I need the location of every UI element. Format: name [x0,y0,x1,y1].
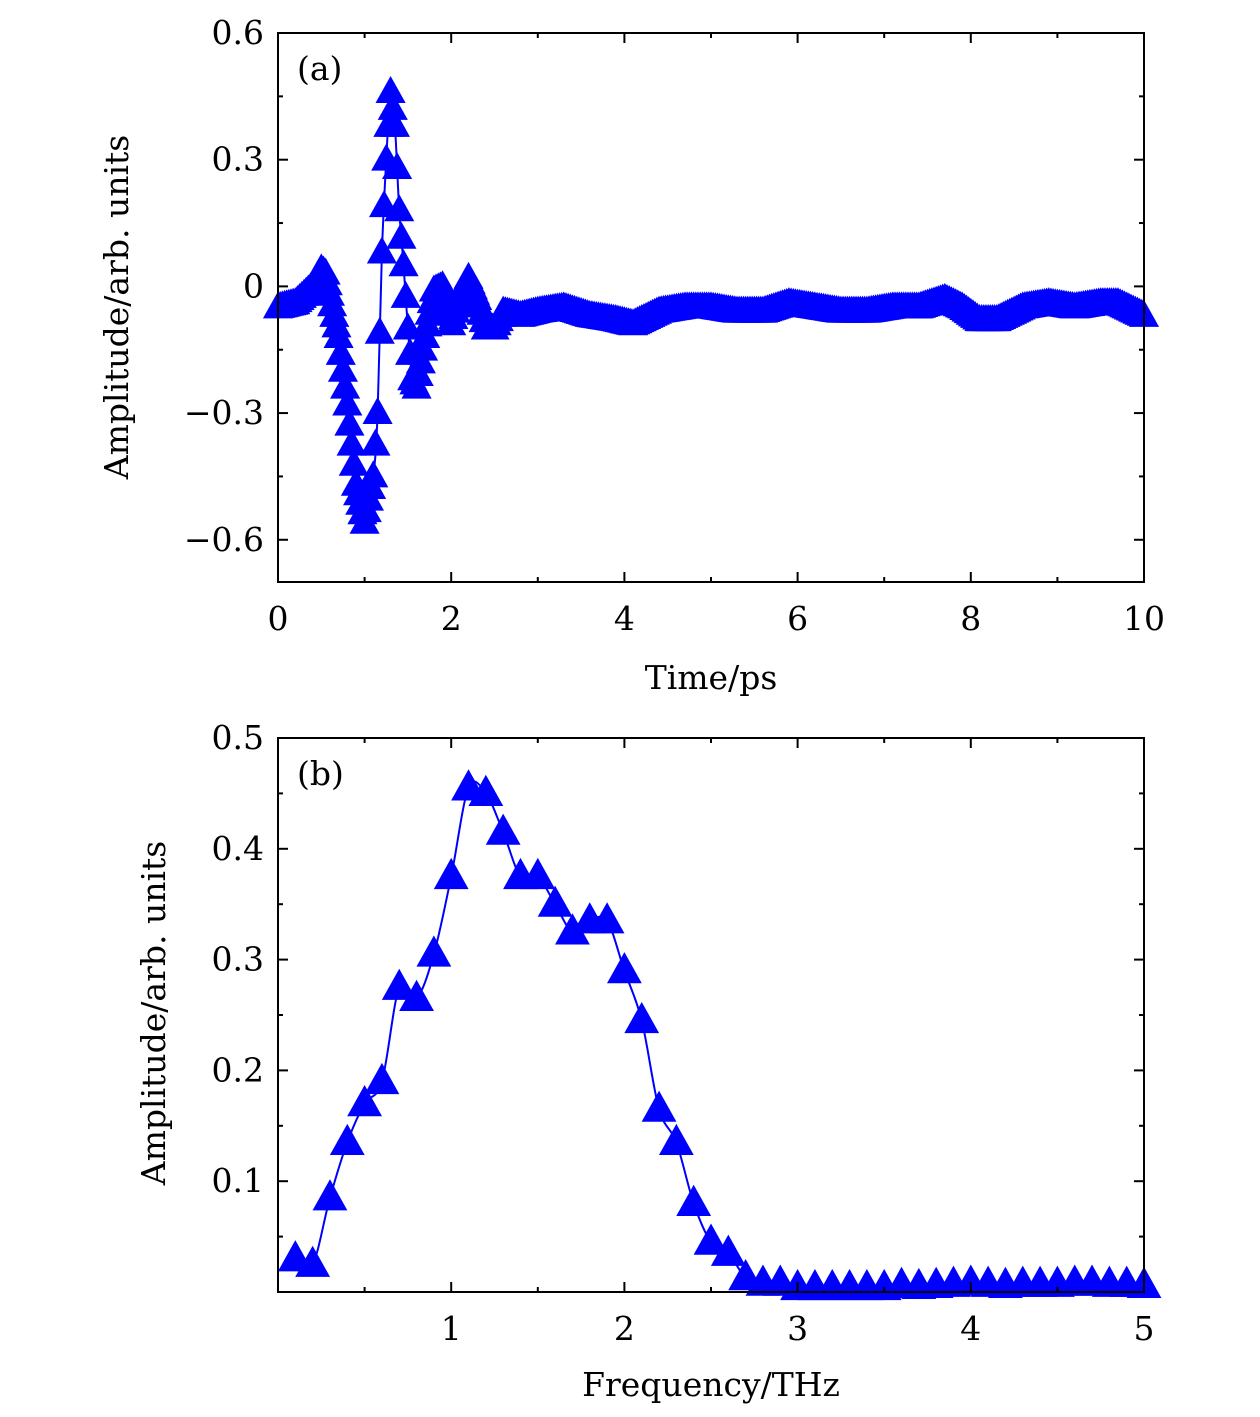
data-point-marker [416,935,452,967]
data-point-marker [399,979,434,1011]
y-tick-label: −0.3 [184,393,264,432]
data-point-marker [658,1123,694,1156]
panel-b: 1 2 3 4 5 0.1 0.2 0.3 0.4 0.5 (b) Frequency/THz A… [134,718,1162,1404]
data-point-marker [693,1223,729,1255]
data-point-marker [388,249,419,277]
data-point-marker [366,236,397,264]
data-point-marker [381,152,413,180]
data-point-marker [358,460,389,488]
data-point-marker [330,371,361,399]
panel-b-label: (b) [297,754,344,793]
data-point-marker [312,1179,348,1211]
data-point-marker [468,774,504,806]
data-point-marker [334,408,365,436]
data-point-marker [555,913,590,945]
x-tick-label: 4 [960,1309,981,1348]
data-point-marker [375,76,406,104]
data-point-marker [332,388,363,416]
data-point-marker [390,280,421,308]
y-tick-label: 0.4 [212,829,264,868]
series-line [294,780,1145,1289]
data-point-marker [710,1234,746,1266]
data-point-marker [386,221,417,249]
x-tick-label: 8 [960,599,981,638]
y-tick-label: 0 [243,266,264,305]
panel-a-label: (a) [297,49,342,88]
y-tick-label: −0.6 [184,520,264,559]
panel-a-y-axis-label: Amplitude/arb. units [97,135,136,480]
y-tick-label: 0.5 [212,718,264,757]
data-point-marker [589,902,625,934]
panel-a-x-axis-label: Time/ps [645,658,778,697]
x-tick-label: 1 [441,1309,462,1348]
x-tick-label: 2 [614,1309,635,1348]
panel-a-plot-area [262,76,1160,534]
data-point-marker [384,194,415,222]
data-point-marker [338,448,369,476]
x-tick-label: 0 [268,599,289,638]
panel-b-plot-area [277,769,1162,1301]
panel-b-x-axis-label: Frequency/THz [582,1365,840,1404]
data-point-marker [336,428,367,456]
x-tick-label: 2 [441,599,462,638]
data-point-marker [323,320,354,348]
y-tick-label: 0.1 [212,1161,264,1200]
data-point-marker [641,1090,677,1122]
data-point-marker [327,354,359,382]
y-tick-label: 0.3 [212,140,264,179]
panel-a-ticks: 0 2 4 6 8 10 −0.6 −0.3 0 0.3 0.6 [184,13,1165,638]
panel-a: 0 2 4 6 8 10 −0.6 −0.3 0 0.3 0.6 (a) Time/ps Ampli… [97,13,1165,697]
panel-b-frame [277,737,1145,1293]
x-tick-label: 5 [1134,1309,1155,1348]
x-tick-label: 6 [787,599,808,638]
y-tick-label: 0.3 [212,940,264,979]
data-point-marker [433,857,469,890]
data-point-marker [325,337,356,365]
data-point-marker [381,968,417,1000]
data-point-marker [364,1062,400,1095]
x-tick-label: 4 [614,599,635,638]
data-point-marker [347,1085,382,1117]
y-tick-label: 0.2 [212,1050,264,1089]
data-point-marker [377,92,408,120]
x-tick-label: 3 [787,1309,808,1348]
y-tick-label: 0.6 [212,13,264,52]
panel-b-ticks: 1 2 3 4 5 0.1 0.2 0.3 0.4 0.5 [212,718,1155,1348]
panel-b-y-axis-label: Amplitude/arb. units [134,841,173,1186]
data-point-marker [676,1184,712,1216]
data-point-marker [362,396,393,424]
data-point-marker [624,1001,660,1034]
data-point-marker [364,316,395,344]
data-point-marker [295,1245,331,1277]
x-tick-label: 10 [1123,599,1165,638]
data-point-marker [607,952,642,984]
data-point-marker [537,885,573,917]
data-point-marker [329,1123,365,1156]
data-point-marker [520,857,556,890]
data-point-marker [360,428,391,456]
data-point-marker [379,109,410,137]
data-point-marker [485,813,521,845]
